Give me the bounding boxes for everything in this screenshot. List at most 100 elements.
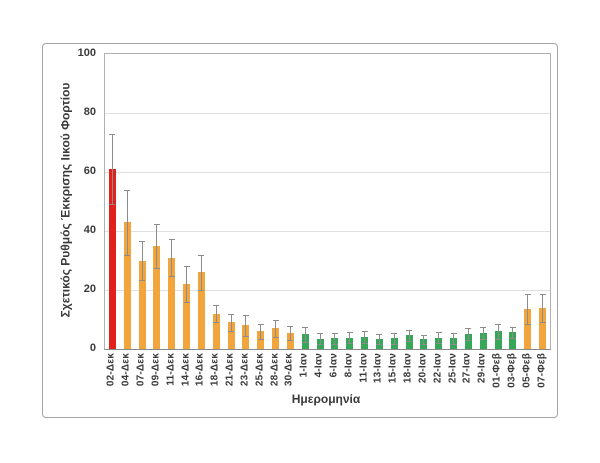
x-tick-label: 18-Δεκ [209, 353, 221, 387]
error-bar-cap [153, 267, 160, 269]
error-bar-cap [287, 339, 294, 341]
error-bar [156, 223, 158, 268]
bar [509, 332, 517, 349]
error-bar-cap [183, 301, 190, 303]
x-tick-label: 13-Ιαν [372, 353, 384, 384]
error-bar [378, 333, 380, 345]
error-bar-cap [376, 333, 383, 335]
x-tick-label: 25-Ιαν [447, 353, 459, 384]
error-bar-cap [168, 238, 175, 240]
error-bar [423, 334, 425, 344]
y-tick-label: 100 [77, 47, 96, 59]
error-bar-cap [509, 338, 516, 340]
x-tick-label: 1-Ιαν [298, 353, 310, 378]
bar [242, 325, 250, 349]
y-tick-label: 20 [83, 283, 96, 295]
x-tick-label: 6-Ιαν [328, 353, 340, 378]
error-bar [186, 266, 188, 302]
error-bar [497, 323, 499, 339]
gridline [105, 112, 550, 114]
error-bar [111, 133, 113, 205]
error-bar-cap [213, 322, 220, 324]
x-tick-label: 16-Δεκ [194, 353, 206, 387]
y-tick-label: 80 [83, 106, 96, 118]
y-tick-label: 60 [83, 165, 96, 177]
error-bar [275, 320, 277, 337]
error-bar [141, 241, 143, 280]
error-bar-cap [465, 340, 472, 342]
x-tick-label: 03-Φεβ [506, 353, 518, 388]
error-bar-cap [450, 343, 457, 345]
error-bar-cap [302, 326, 309, 328]
error-bar-cap [420, 343, 427, 345]
error-bar-cap [317, 343, 324, 345]
error-bar-cap [539, 321, 546, 323]
error-bar-cap [257, 338, 264, 340]
bar [272, 328, 280, 349]
error-bar [349, 332, 351, 344]
x-tick-label: 07-Φεβ [536, 353, 548, 388]
bar [479, 332, 487, 349]
error-bar-cap [213, 304, 220, 306]
x-tick-label: 07-Δεκ [135, 353, 147, 387]
x-tick-label: 30-Δεκ [283, 353, 295, 387]
error-bar [408, 329, 410, 342]
error-bar [453, 333, 455, 344]
bar [257, 331, 265, 349]
error-bar [260, 323, 262, 339]
error-bar-cap [376, 344, 383, 346]
error-bar-cap [435, 343, 442, 345]
error-bar [245, 315, 247, 336]
x-tick-label: 28-Δεκ [269, 353, 281, 387]
error-bar-cap [287, 325, 294, 327]
error-bar [393, 333, 395, 344]
x-tick-label: 29-Ιαν [476, 353, 488, 384]
error-bar-cap [524, 323, 531, 325]
error-bar-cap [153, 223, 160, 225]
error-bar [126, 189, 128, 255]
x-tick-label: 4-Ιαν [313, 353, 325, 378]
error-bar-cap [331, 333, 338, 335]
y-axis-title: Σχετικός Ρυθμός Έκκρισης Ιικού Φορτίου [58, 82, 73, 318]
error-bar-cap [391, 343, 398, 345]
x-tick-label: 22-Ιαν [432, 353, 444, 384]
x-tick-label: 05-Φεβ [521, 353, 533, 388]
bar [524, 309, 532, 349]
error-bar-cap [198, 290, 205, 291]
error-bar-cap [139, 279, 146, 281]
error-bar-cap [331, 343, 338, 345]
x-tick-label: 11-Δεκ [165, 353, 177, 386]
bar [494, 331, 502, 349]
error-bar-cap [109, 133, 116, 135]
error-bar [215, 304, 217, 323]
x-tick-label: 09-Δεκ [150, 353, 162, 387]
error-bar-cap [346, 343, 353, 345]
error-bar-cap [272, 320, 279, 322]
bar [168, 257, 176, 349]
error-bar-cap [391, 333, 398, 335]
x-tick-label: 23-Δεκ [239, 353, 251, 387]
error-bar-cap [480, 326, 487, 328]
error-bar-cap [183, 266, 190, 268]
error-bar-cap [302, 341, 309, 343]
x-tick-label: 20-Ιαν [417, 353, 429, 384]
error-bar-cap [109, 204, 116, 206]
error-bar [171, 238, 173, 277]
error-bar [230, 313, 232, 332]
y-tick-label: 40 [83, 224, 96, 236]
error-bar-cap [124, 189, 131, 191]
error-bar [527, 294, 529, 324]
y-tick-label: 0 [89, 342, 96, 354]
error-bar-cap [168, 276, 175, 278]
bar [153, 245, 161, 349]
x-tick-label: 27-Ιαν [461, 353, 473, 384]
error-bar [467, 328, 469, 341]
error-bar-cap [361, 331, 368, 333]
error-bar-cap [242, 335, 249, 337]
x-tick-label: 15-Ιαν [387, 353, 399, 384]
error-bar [334, 333, 336, 344]
error-bar-cap [139, 241, 146, 243]
bar [183, 284, 191, 349]
error-bar-cap [228, 313, 235, 315]
error-bar [319, 333, 321, 344]
